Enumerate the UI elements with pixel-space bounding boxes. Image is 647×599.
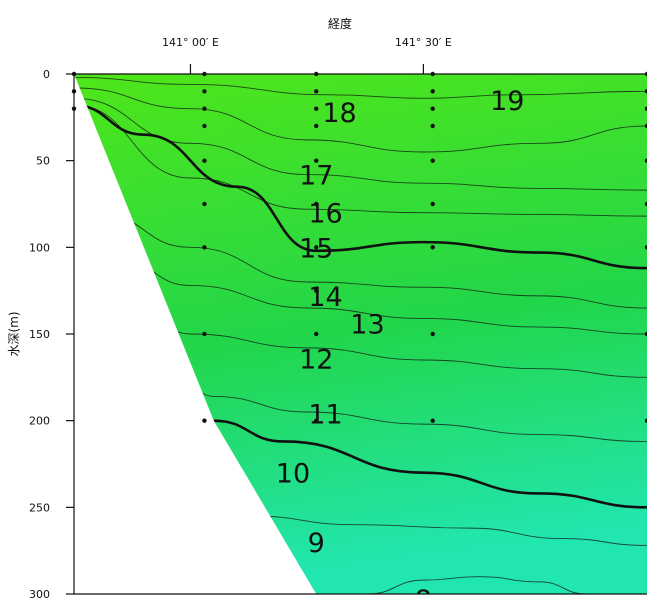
- sample-point: [202, 158, 207, 163]
- sample-point: [430, 331, 435, 337]
- isotherm-18: [74, 87, 647, 153]
- isotherm-19: [74, 77, 647, 99]
- y-tick-label: 250: [29, 501, 50, 514]
- sample-point: [314, 331, 319, 337]
- y-tick-label: 150: [29, 328, 50, 341]
- y-tick-label: 300: [29, 588, 50, 599]
- sample-point: [644, 106, 647, 111]
- sample-point: [430, 106, 435, 111]
- sample-point: [314, 106, 319, 111]
- y-tick-label: 100: [29, 241, 50, 254]
- sample-point: [430, 418, 435, 423]
- sample-point: [430, 245, 435, 250]
- contour-label-14: 14: [308, 282, 342, 313]
- contour-label-18: 18: [322, 98, 356, 129]
- contour-label-13: 13: [350, 310, 384, 341]
- contour-label-12: 12: [299, 344, 333, 375]
- isotherm-11: [176, 376, 647, 442]
- isotherm-16: [74, 104, 647, 217]
- sample-point: [314, 201, 319, 207]
- sample-point: [314, 158, 319, 163]
- seafloor-land-mask: [74, 74, 317, 594]
- x-axis-title: 経度: [328, 16, 352, 31]
- sample-point: [430, 201, 435, 207]
- isotherm-12: [143, 316, 647, 378]
- sample-point: [202, 106, 207, 111]
- sample-point: [314, 89, 319, 94]
- sample-point: [644, 418, 647, 423]
- contour-label-16: 16: [308, 199, 342, 230]
- sample-point: [314, 245, 319, 250]
- sample-point: [644, 158, 647, 163]
- sample-point: [202, 123, 207, 129]
- contour-label-19: 19: [490, 86, 524, 117]
- y-tick-label: 0: [43, 68, 50, 81]
- sample-point: [314, 123, 319, 129]
- sample-point: [202, 201, 207, 207]
- contour-label-11: 11: [308, 400, 342, 431]
- sample-point: [644, 89, 647, 94]
- contour-label-17: 17: [299, 161, 333, 192]
- sample-point: [430, 123, 435, 129]
- contour-label-10: 10: [276, 459, 310, 490]
- contour-label-15: 15: [299, 233, 333, 264]
- sample-point: [430, 158, 435, 163]
- x-tick-label: 141° 30′ E: [395, 36, 452, 49]
- sample-point: [202, 418, 207, 423]
- sample-point: [202, 331, 207, 337]
- isotherm-8: [367, 576, 587, 594]
- contour-label-9: 9: [308, 528, 325, 559]
- y-tick-label: 200: [29, 415, 50, 428]
- sample-point: [644, 331, 647, 337]
- isotherm-14: [97, 212, 647, 309]
- sample-point: [314, 418, 319, 423]
- isotherm-13: [120, 260, 647, 335]
- x-tick-label: 141° 00′ E: [162, 36, 219, 49]
- isotherm-15: [74, 103, 647, 270]
- sample-point: [202, 89, 207, 94]
- sample-point: [644, 123, 647, 129]
- sample-point: [430, 89, 435, 94]
- contour-label-8: 8: [415, 585, 432, 599]
- isotherm-9: [251, 515, 647, 546]
- sample-point: [314, 288, 319, 293]
- sample-point: [644, 201, 647, 207]
- y-axis-title: 水深(m): [7, 311, 21, 356]
- sample-point: [202, 245, 207, 250]
- y-tick-label: 50: [36, 155, 50, 168]
- isotherm-10: [213, 419, 647, 509]
- sample-point: [644, 245, 647, 250]
